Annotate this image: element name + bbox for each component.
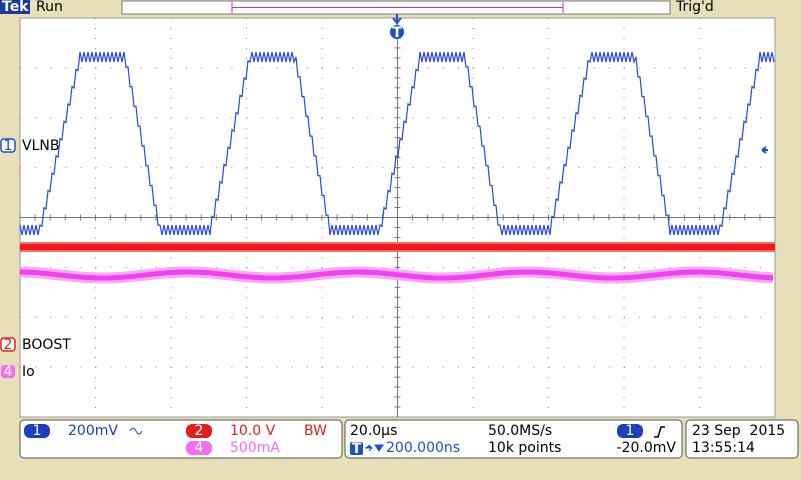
trigger-position: 200.000ns xyxy=(386,440,460,456)
ch1-badge-number: 1 xyxy=(33,423,42,439)
ch2-trace-core xyxy=(20,244,775,250)
brand-box xyxy=(0,0,30,14)
ch1-scale: 200mV xyxy=(68,423,118,439)
ch4-number: 4 xyxy=(4,364,13,380)
ch4-badge xyxy=(186,441,212,455)
ch2-label: BOOST xyxy=(22,337,71,353)
datetime-box xyxy=(685,419,799,459)
waveforms xyxy=(19,51,775,284)
record-length: 10k points xyxy=(488,440,561,456)
sample-rate: 50.0MS/s xyxy=(488,423,552,439)
date: 23 Sep 2015 xyxy=(692,423,785,439)
ch2-scale: 10.0 V xyxy=(230,423,276,439)
horizontal-readout-box xyxy=(344,419,683,459)
trigger-state: Trig'd xyxy=(675,0,714,15)
trigger-slope-icon xyxy=(654,426,665,438)
ch4-scale: 500mA xyxy=(230,440,280,456)
trigger-marker-bg xyxy=(390,25,404,39)
timebase: 20.0µs xyxy=(350,423,397,439)
ch4-trace xyxy=(19,269,774,281)
ch1-marker xyxy=(0,138,16,153)
ch1-trace xyxy=(19,51,775,236)
record-window xyxy=(231,2,564,13)
ch4-badge-number: 4 xyxy=(195,440,204,456)
ch4-marker xyxy=(1,365,15,378)
grid xyxy=(19,17,775,417)
ch1-number: 1 xyxy=(4,138,13,154)
trigger-pos-badge xyxy=(350,442,363,455)
trigger-pos-badge-text: T xyxy=(352,441,362,457)
ch2-badge xyxy=(186,424,212,438)
ch1-badge xyxy=(24,424,50,438)
trigger-level-marker xyxy=(761,146,768,154)
ch2-badge-number: 2 xyxy=(195,423,204,439)
brand: Tek xyxy=(2,0,29,15)
vertical-readout-box xyxy=(19,419,343,459)
ch4-label: Io xyxy=(22,364,35,380)
ch2-bw: BW xyxy=(304,423,327,439)
trigger-channel: 1 xyxy=(626,423,635,439)
ch1-coupling-icon xyxy=(129,427,143,435)
run-status: Run xyxy=(36,0,63,15)
trig-ch-badge xyxy=(617,424,643,438)
trigger-marker: T xyxy=(392,25,402,41)
ch2-number: 2 xyxy=(4,337,13,353)
trigger-pos-arrows xyxy=(365,444,384,452)
trigger-arrow xyxy=(392,14,402,25)
trigger-level: -20.0mV xyxy=(617,440,677,456)
time: 13:55:14 xyxy=(692,440,755,456)
ch1-label: VLNB xyxy=(22,138,59,154)
ch2-marker xyxy=(0,337,16,352)
